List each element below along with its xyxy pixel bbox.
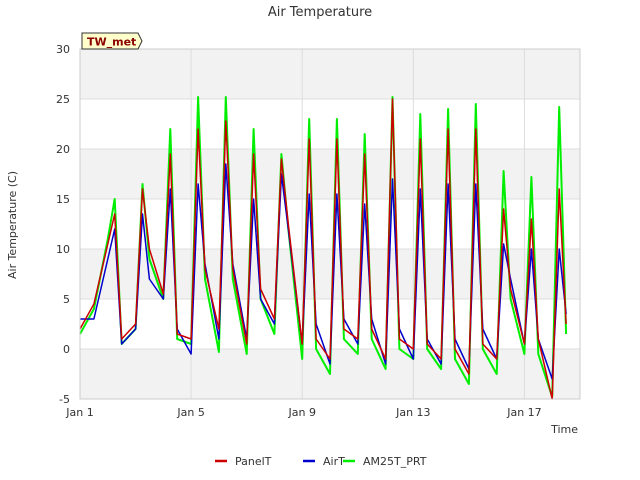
y-tick-label: 0 bbox=[63, 343, 70, 356]
y-tick-label: 10 bbox=[56, 243, 70, 256]
y-tick-label: 20 bbox=[56, 143, 70, 156]
series-line-airt bbox=[80, 163, 567, 380]
series-layer bbox=[79, 96, 568, 400]
plot-frame bbox=[79, 48, 581, 400]
legend-label: PanelT bbox=[235, 455, 272, 468]
x-tick-label: Jan 1 bbox=[65, 406, 93, 419]
y-axis-title: Air Temperature (C) bbox=[6, 171, 19, 279]
series-line-panelt bbox=[79, 98, 567, 400]
station-tag-box bbox=[81, 32, 143, 50]
legend: PanelT AirT AM25T_PRT bbox=[215, 455, 427, 468]
y-tick-label: 25 bbox=[56, 93, 70, 106]
legend-label: AM25T_PRT bbox=[363, 455, 427, 468]
x-tick-label: Jan 13 bbox=[395, 406, 430, 419]
chart-title: Air Temperature bbox=[268, 5, 372, 20]
station-tag-label: TW_met bbox=[87, 36, 136, 49]
x-axis-title: Time bbox=[550, 423, 578, 436]
shaded-band bbox=[80, 149, 580, 199]
shaded-band bbox=[80, 49, 580, 99]
y-tick-label: -5 bbox=[59, 393, 70, 406]
x-tick-label: Jan 5 bbox=[176, 406, 204, 419]
legend-label: AirT bbox=[323, 455, 345, 468]
station-tag: TW_met bbox=[81, 32, 143, 50]
x-tick-label: Jan 9 bbox=[287, 406, 315, 419]
y-tick-label: 30 bbox=[56, 43, 70, 56]
y-axis-ticks: -5 0 5 10 15 20 25 30 bbox=[56, 43, 70, 406]
y-tick-label: 15 bbox=[56, 193, 70, 206]
y-tick-label: 5 bbox=[63, 293, 70, 306]
x-tick-label: Jan 17 bbox=[506, 406, 541, 419]
x-axis-ticks: Jan 1 Jan 5 Jan 9 Jan 13 Jan 17 bbox=[65, 406, 541, 419]
